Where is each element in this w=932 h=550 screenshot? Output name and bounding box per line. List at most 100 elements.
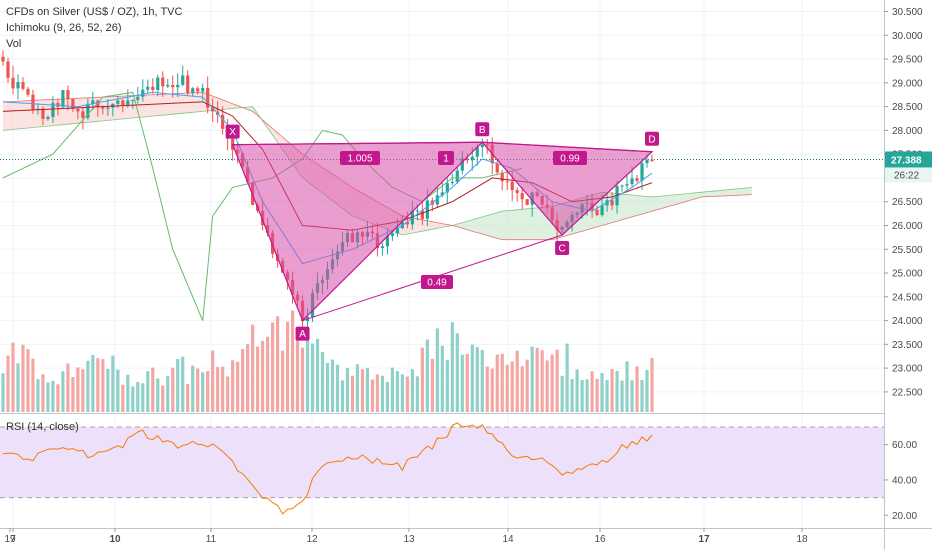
volume-bar: [86, 360, 90, 412]
volume-bar: [460, 354, 464, 412]
volume-bar: [500, 353, 504, 412]
candle-body: [176, 84, 180, 88]
cloud-segment: [482, 215, 488, 236]
volume-bar: [211, 350, 215, 412]
volume-bar: [21, 344, 25, 412]
candle-body: [405, 222, 409, 225]
volume-bar: [505, 364, 509, 412]
pattern-point-x-text: X: [229, 127, 236, 138]
volume-bar: [186, 383, 190, 412]
volume-bar: [535, 347, 539, 412]
volume-bar: [320, 351, 325, 412]
pattern-point-a-text: A: [299, 329, 306, 340]
volume-bar: [31, 358, 35, 412]
volume-bar: [530, 346, 534, 412]
pattern-point-x-bg: [225, 124, 240, 139]
candle-body: [605, 200, 609, 206]
rsi-tick-label: 60.00: [892, 440, 917, 451]
ratio-label-text: 0.49: [427, 278, 447, 289]
pattern-point-x: X: [225, 124, 240, 139]
volume-bar: [315, 338, 320, 412]
pattern-point-d-bg: [645, 131, 659, 146]
cloud-segment: [127, 95, 133, 119]
candle-body: [156, 77, 160, 90]
candle-body: [445, 183, 449, 193]
candle-body: [520, 193, 524, 200]
candle-body: [620, 185, 624, 187]
candle-body: [51, 102, 55, 117]
pattern-point-c: C: [555, 240, 570, 255]
candle-body: [41, 108, 45, 119]
candle-body: [495, 163, 499, 173]
candle-body: [126, 100, 130, 105]
volume-bar: [650, 358, 654, 412]
cloud-segment: [462, 221, 468, 230]
cloud-segment: [647, 196, 652, 213]
time-tick-label: 13: [403, 534, 415, 545]
cloud-segment: [432, 221, 438, 230]
volume-bar: [96, 358, 100, 412]
time-tick-label: 7: [10, 534, 16, 545]
cloud-segment: [102, 96, 108, 121]
cloud-segment: [731, 188, 737, 196]
volume-bar: [101, 359, 105, 412]
rsi-tick-label: 40.00: [892, 475, 917, 486]
rsi-band: [0, 427, 884, 498]
volume-bar: [540, 350, 544, 412]
candle-body: [106, 107, 110, 109]
cloud-segment: [17, 100, 23, 129]
harmonic-pattern[interactable]: X A B C D 1.005 1 0.99 0.49: [225, 122, 659, 341]
ratio-label-bg: [438, 151, 454, 165]
ratio-label: 0.49: [421, 275, 453, 289]
volume-bar: [111, 355, 115, 412]
candle-body: [26, 88, 30, 95]
volume-bar: [221, 366, 225, 412]
candle-body: [385, 235, 390, 247]
candle-body: [380, 246, 385, 249]
volume-bar: [605, 380, 609, 412]
candle-body: [61, 90, 65, 107]
volume-bar: [300, 347, 305, 412]
candle-body: [505, 181, 509, 183]
volume-bar: [450, 322, 454, 412]
volume-bar: [136, 381, 140, 412]
candle-body: [645, 159, 649, 164]
cloud-segment: [142, 94, 148, 118]
volume-bar: [380, 375, 385, 412]
volume-bar: [350, 375, 355, 412]
cloud-segment: [507, 210, 513, 240]
cloud-segment: [632, 195, 638, 217]
pattern-triangle-xab: [231, 141, 484, 322]
volume-bar: [325, 362, 330, 412]
candle-body: [166, 84, 170, 87]
volume-bar: [575, 369, 579, 412]
volume-bar: [620, 380, 624, 412]
ratio-label-text: 1.005: [347, 154, 372, 165]
volume-bar: [256, 346, 260, 412]
cloud-segment: [532, 207, 538, 240]
cloud-segment: [502, 210, 508, 240]
candle-body: [440, 192, 444, 196]
volume-bar: [41, 374, 45, 412]
cloud-segment: [527, 208, 533, 240]
volume-bar: [600, 373, 604, 412]
cloud-segment: [427, 220, 433, 231]
price-tick-label: 24.500: [892, 292, 923, 303]
cloud-segment: [7, 101, 13, 130]
volume-bar: [236, 361, 240, 412]
volume-bar: [231, 360, 235, 412]
ratio-label-bg: [340, 151, 380, 165]
cloud-segment: [627, 194, 633, 219]
time-tick-label: 14: [502, 534, 514, 545]
volume-legend: Vol: [6, 38, 22, 50]
ratio-label-bg: [553, 151, 587, 165]
candle-body: [610, 200, 614, 206]
price-tick-label: 29.500: [892, 55, 923, 66]
candle-body: [151, 86, 155, 90]
cloud-segment: [512, 209, 518, 240]
volume-bar: [121, 384, 125, 412]
candle-body: [6, 61, 10, 78]
cloud-segment: [741, 187, 747, 196]
pattern-leg-xb: [232, 141, 483, 146]
